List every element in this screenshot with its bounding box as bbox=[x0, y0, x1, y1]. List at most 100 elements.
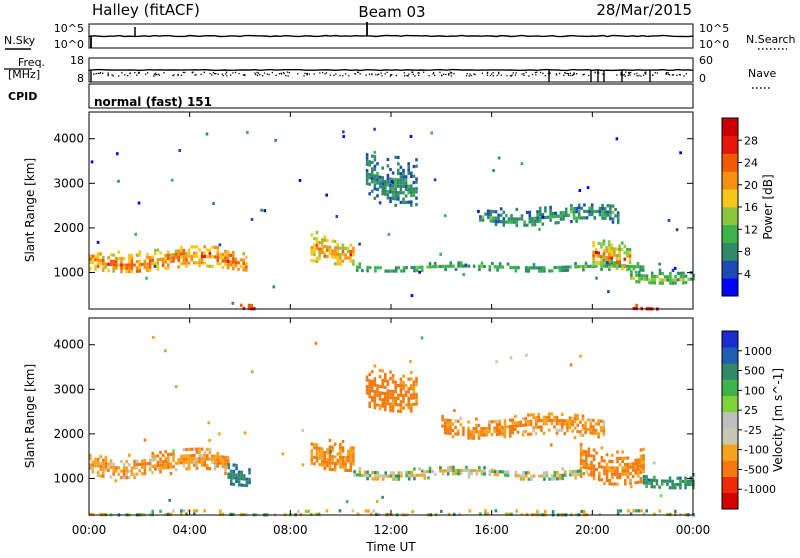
heatmap-cell bbox=[216, 461, 219, 465]
heatmap-cell bbox=[563, 473, 567, 477]
heatmap-cell bbox=[446, 465, 450, 470]
heatmap-cell bbox=[684, 483, 687, 487]
colorbar-tick-label: 100 bbox=[744, 384, 765, 397]
heatmap-cell bbox=[676, 278, 680, 282]
colorbar-tick-label: 16 bbox=[744, 201, 758, 214]
heatmap-cell bbox=[569, 265, 572, 269]
heatmap-cell bbox=[489, 216, 493, 220]
heatmap-cell bbox=[449, 425, 452, 429]
heatmap-cell bbox=[369, 512, 373, 516]
heatmap-cell bbox=[602, 423, 606, 427]
heatmap-cell bbox=[579, 462, 583, 466]
heatmap-cell bbox=[195, 261, 199, 265]
heatmap-cell bbox=[107, 269, 110, 273]
heatmap-cell bbox=[532, 413, 535, 417]
heatmap-cell bbox=[213, 467, 217, 471]
heatmap-cell bbox=[554, 221, 558, 225]
nave-dot bbox=[395, 74, 397, 77]
heatmap-cell bbox=[336, 452, 340, 456]
heatmap-cell bbox=[467, 420, 470, 424]
heatmap-cell bbox=[391, 399, 395, 403]
heatmap-cell bbox=[381, 404, 384, 408]
heatmap-cell bbox=[527, 423, 530, 427]
heatmap-cell bbox=[313, 246, 316, 250]
nave-dot bbox=[195, 74, 197, 76]
heatmap-cell bbox=[318, 450, 321, 454]
heatmap-cell bbox=[376, 477, 380, 481]
heatmap-cell bbox=[605, 475, 609, 479]
heatmap-cell bbox=[585, 209, 589, 213]
heatmap-cell bbox=[159, 251, 162, 255]
heatmap-cell bbox=[96, 258, 100, 262]
heatmap-cell bbox=[391, 193, 395, 197]
heatmap-cell bbox=[224, 455, 227, 459]
heatmap-cell bbox=[394, 380, 397, 384]
heatmap-cell bbox=[384, 474, 388, 478]
heatmap-cell bbox=[331, 448, 334, 452]
nave-dot bbox=[583, 73, 585, 75]
nave-dot bbox=[286, 71, 289, 73]
heatmap-cell bbox=[634, 481, 637, 485]
heatmap-cell bbox=[669, 275, 672, 279]
nave-dot bbox=[428, 75, 430, 77]
heatmap-cell bbox=[496, 265, 499, 269]
heatmap-cell bbox=[399, 188, 403, 192]
heatmap-cell bbox=[572, 213, 576, 217]
heatmap-cell bbox=[386, 402, 390, 406]
heatmap-cell bbox=[496, 470, 499, 474]
colorbar-swatch bbox=[722, 395, 738, 413]
heatmap-cell bbox=[211, 457, 214, 461]
nave-dot bbox=[283, 72, 285, 75]
heatmap-cell bbox=[245, 477, 249, 481]
heatmap-cell bbox=[216, 458, 219, 462]
heatmap-cell bbox=[373, 393, 377, 397]
heatmap-cell bbox=[537, 416, 541, 420]
heatmap-cell bbox=[545, 422, 548, 426]
heatmap-cell bbox=[114, 479, 118, 483]
heatmap-cell bbox=[673, 486, 677, 490]
heatmap-cell bbox=[153, 264, 157, 268]
heatmap-cell bbox=[524, 471, 528, 475]
heatmap-cell bbox=[371, 370, 374, 374]
heatmap-cell bbox=[413, 467, 416, 471]
heatmap-cell bbox=[541, 215, 545, 219]
heatmap-cell bbox=[320, 241, 324, 245]
heatmap-cell bbox=[606, 213, 610, 217]
heatmap-cell bbox=[237, 470, 241, 474]
heatmap-cell bbox=[391, 402, 395, 406]
heatmap-cell bbox=[341, 462, 345, 466]
nave-dot bbox=[163, 72, 165, 74]
heatmap-cell bbox=[616, 456, 619, 461]
heatmap-cell bbox=[389, 187, 392, 191]
heatmap-cell bbox=[107, 462, 110, 466]
heatmap-cell bbox=[579, 354, 582, 358]
freq-line bbox=[88, 68, 694, 82]
heatmap-cell bbox=[371, 176, 374, 181]
y-tick-label: 1000 bbox=[53, 471, 84, 485]
heatmap-cell bbox=[221, 458, 225, 462]
heatmap-cell bbox=[331, 445, 334, 449]
heatmap-cell bbox=[483, 466, 486, 470]
heatmap-cell bbox=[666, 479, 669, 483]
heatmap-cell bbox=[621, 456, 624, 460]
heatmap-cell bbox=[315, 449, 319, 453]
heatmap-cell bbox=[629, 472, 632, 476]
heatmap-cell bbox=[133, 472, 136, 476]
heatmap-cell bbox=[684, 476, 687, 480]
heatmap-cell bbox=[320, 463, 324, 467]
nave-dot bbox=[628, 72, 630, 75]
heatmap-cell bbox=[639, 457, 643, 462]
heatmap-cell bbox=[169, 471, 173, 476]
heatmap-cell bbox=[232, 251, 235, 255]
heatmap-cell bbox=[407, 162, 410, 166]
heatmap-cell bbox=[536, 213, 539, 217]
heatmap-cell bbox=[452, 264, 455, 268]
heatmap-cell bbox=[386, 180, 390, 184]
nave-dot bbox=[325, 72, 328, 74]
heatmap-cell bbox=[374, 269, 377, 273]
nave-dot bbox=[667, 73, 670, 75]
heatmap-cell bbox=[198, 248, 201, 252]
heatmap-cell bbox=[653, 278, 657, 282]
heatmap-cell bbox=[587, 450, 591, 454]
heatmap-cell bbox=[167, 250, 170, 254]
